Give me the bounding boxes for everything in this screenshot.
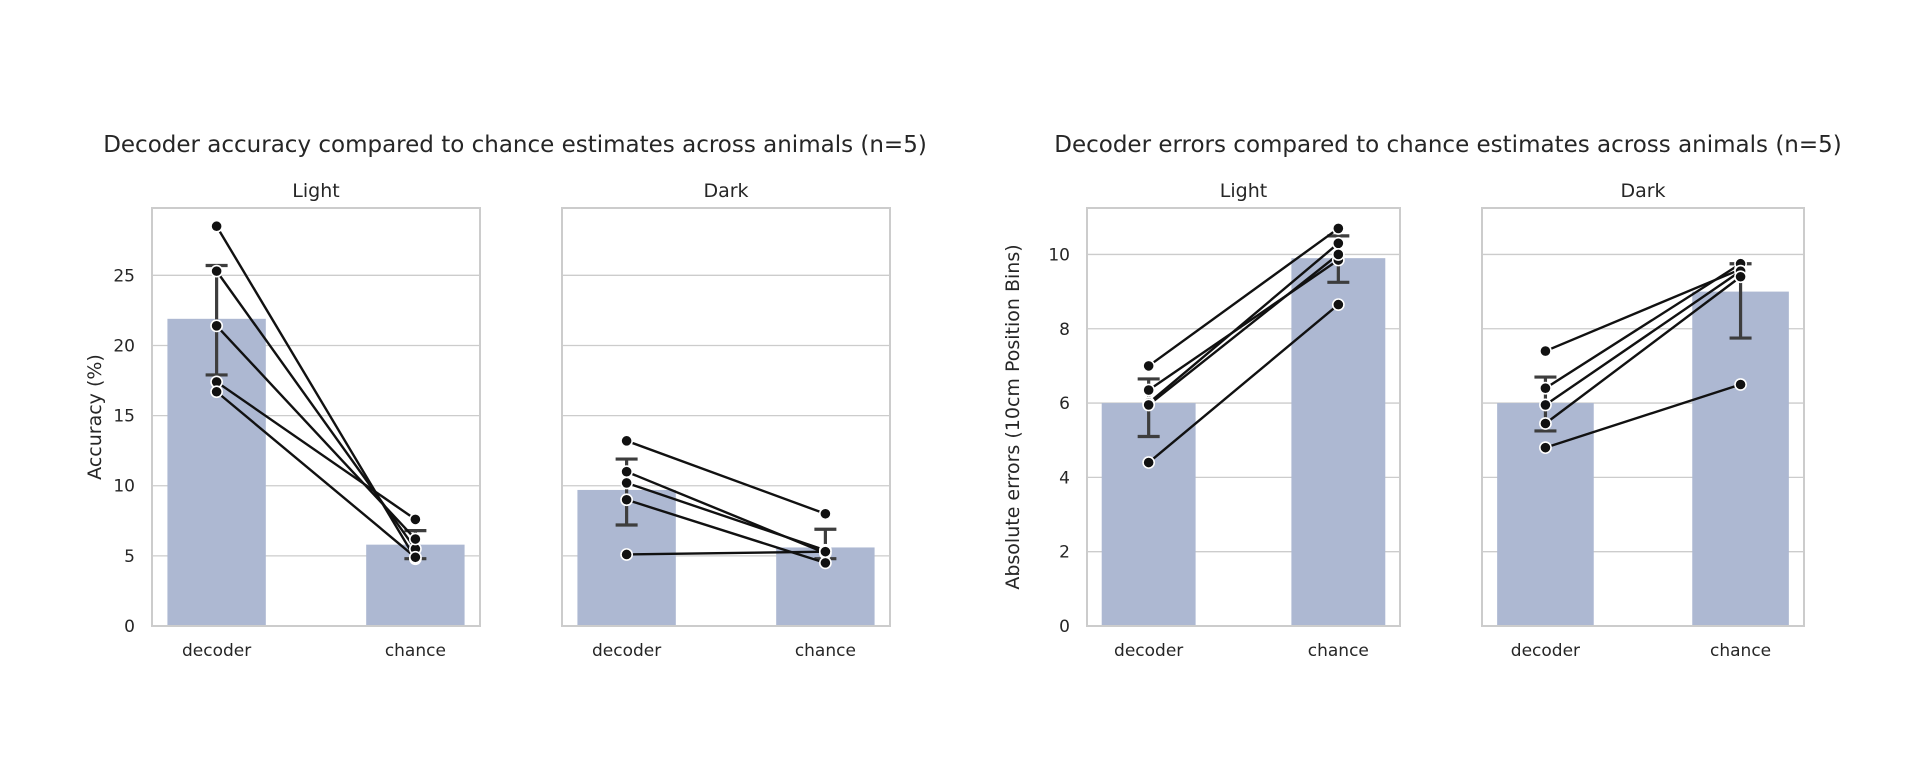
animal-point-decoder (1539, 344, 1552, 358)
animal-point-decoder (210, 385, 224, 399)
animal-line-4 (1147, 253, 1340, 406)
animal-line-5 (626, 550, 826, 556)
animal-line-2 (1544, 262, 1742, 390)
animal-point-chance (1331, 298, 1345, 312)
x-tick-label: decoder (1114, 641, 1183, 661)
y-tick-label: 15 (113, 407, 135, 427)
x-tick-label: decoder (182, 641, 251, 661)
animal-point-decoder (210, 264, 224, 278)
y-tick-label: 5 (124, 547, 135, 567)
y-tick-label: 25 (113, 266, 135, 286)
x-tick-label: decoder (1511, 641, 1580, 661)
panel-title: Light (1220, 180, 1267, 202)
animal-line-3 (626, 481, 826, 552)
y-tick-label: 0 (1059, 617, 1070, 637)
panel-1 (151, 207, 481, 627)
figure-title-2: Decoder errors compared to chance estima… (1054, 132, 1842, 158)
y-tick-label: 10 (1048, 245, 1070, 265)
y-tick-label: 20 (113, 336, 135, 356)
y-tick-label: 2 (1059, 543, 1070, 563)
animal-line-4 (1544, 275, 1742, 425)
animal-point-decoder (1539, 417, 1552, 430)
animal-point-decoder (1142, 456, 1156, 469)
animal-line-2 (1147, 259, 1340, 392)
panel-4 (1481, 207, 1805, 627)
y-tick-label: 4 (1059, 468, 1070, 488)
animal-line-3 (1544, 270, 1742, 406)
x-tick-label: chance (1308, 641, 1369, 661)
animal-point-decoder (1539, 381, 1552, 395)
animal-point-chance (1734, 378, 1747, 391)
animal-point-decoder (1539, 441, 1552, 455)
animal-point-decoder (1539, 398, 1552, 412)
y-axis-label-1: Accuracy (%) (84, 354, 106, 480)
bar-decoder (1101, 403, 1196, 626)
animal-point-decoder (1142, 359, 1156, 373)
y-axis-label-2: Absolute errors (10cm Position Bins) (1002, 244, 1024, 589)
bar-chance (1291, 258, 1386, 626)
animal-point-chance (408, 550, 422, 564)
animal-line-1 (1544, 268, 1742, 353)
animal-point-decoder (620, 493, 634, 507)
panel-frame (1086, 207, 1401, 627)
x-tick-label: decoder (592, 641, 661, 661)
animal-point-chance (1734, 270, 1747, 284)
animal-point-decoder (620, 476, 634, 490)
x-tick-label: chance (385, 641, 446, 661)
panel-title: Dark (703, 180, 748, 202)
animal-line-1 (626, 439, 826, 515)
panel-2 (561, 207, 891, 627)
y-tick-label: 0 (124, 617, 135, 637)
x-tick-label: chance (795, 641, 856, 661)
animal-point-chance (1331, 222, 1345, 235)
x-tick-label: chance (1710, 641, 1771, 661)
animal-line-3 (1147, 242, 1340, 404)
animal-point-chance (818, 507, 832, 521)
animal-point-decoder (620, 465, 634, 479)
animal-point-chance (818, 556, 832, 570)
panel-3 (1086, 207, 1401, 627)
panel-frame (1481, 207, 1805, 627)
animal-line-4 (215, 380, 417, 521)
y-tick-label: 6 (1059, 394, 1070, 414)
bar-chance (1692, 291, 1789, 626)
animal-line-1 (1147, 227, 1340, 367)
animal-point-chance (408, 532, 422, 546)
animal-point-chance (1331, 248, 1345, 261)
animal-point-chance (818, 545, 832, 559)
animal-line-5 (215, 390, 417, 559)
animal-point-decoder (1142, 383, 1156, 397)
figure-title-1: Decoder accuracy compared to chance esti… (103, 132, 927, 158)
y-tick-label: 10 (113, 477, 135, 497)
animal-line-5 (1147, 303, 1340, 464)
animal-point-decoder (210, 219, 224, 233)
animal-point-decoder (620, 548, 634, 561)
animal-line-3 (215, 325, 417, 540)
y-tick-label: 8 (1059, 320, 1070, 340)
animal-point-chance (408, 512, 422, 526)
panel-title: Dark (1620, 180, 1665, 202)
animal-line-5 (1545, 383, 1741, 449)
animal-point-decoder (210, 319, 224, 333)
panel-frame (561, 207, 891, 627)
animal-point-decoder (1142, 398, 1156, 412)
panel-title: Light (292, 180, 339, 202)
panel-frame (151, 207, 481, 627)
bar-decoder (1497, 403, 1594, 626)
animal-point-decoder (620, 434, 634, 448)
animal-point-chance (1331, 236, 1345, 250)
